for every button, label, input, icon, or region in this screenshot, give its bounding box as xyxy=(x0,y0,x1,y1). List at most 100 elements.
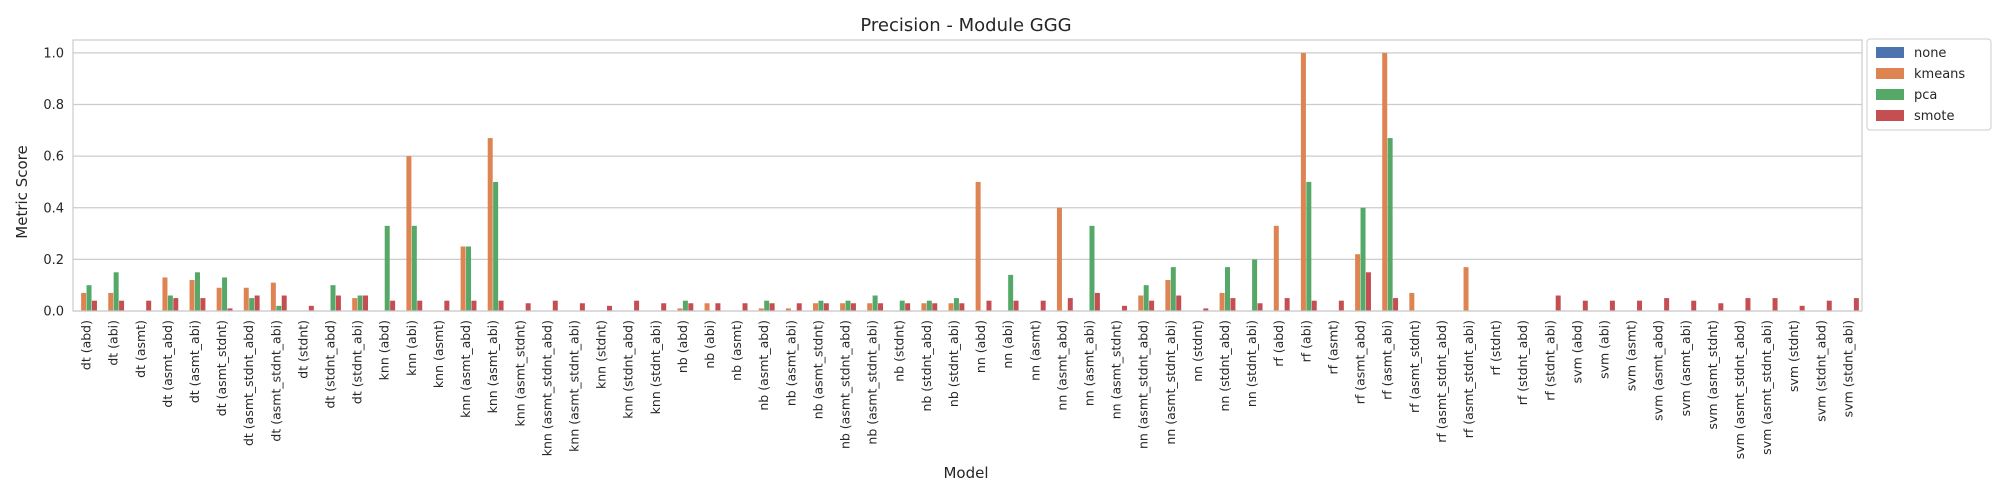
x-tick-label: nb (asmt_abi) xyxy=(783,320,798,406)
bar-pca xyxy=(276,305,282,311)
bar-smote xyxy=(878,303,884,311)
bar-smote xyxy=(688,303,694,311)
bar-smote xyxy=(281,295,287,311)
bar-pca xyxy=(1143,285,1149,311)
bar-smote xyxy=(1799,305,1805,311)
bar-kmeans xyxy=(406,156,412,311)
bar-pca xyxy=(953,298,959,311)
bar-kmeans xyxy=(921,303,927,311)
bar-smote xyxy=(1311,300,1317,311)
bar-kmeans xyxy=(270,282,276,311)
x-tick-label: nb (asmt) xyxy=(729,320,744,381)
x-tick-label: dt (asmt) xyxy=(133,320,148,378)
x-tick-label: svm (asmt_abi) xyxy=(1678,320,1693,416)
x-tick-label: nb (asmt_stdnt) xyxy=(810,320,825,419)
bar-smote xyxy=(1365,272,1371,311)
bar-kmeans xyxy=(487,138,493,311)
bar-smote xyxy=(796,303,802,311)
y-tick-label: 0.8 xyxy=(43,98,64,113)
bar-pca xyxy=(818,300,824,311)
legend-label-pca: pca xyxy=(1914,88,1937,103)
x-tick-label: nn (asmt_abd) xyxy=(1054,320,1069,411)
bar-kmeans xyxy=(189,280,195,311)
x-tick-label: nn (abd) xyxy=(973,320,988,373)
x-tick-label: nb (stdnt_abi) xyxy=(946,320,961,407)
bar-pca xyxy=(1170,267,1176,311)
bar-smote xyxy=(959,303,965,311)
x-tick-label: nb (asmt_stdnt_abd) xyxy=(838,320,853,449)
bar-smote xyxy=(606,305,612,311)
bar-kmeans xyxy=(108,292,114,311)
bar-kmeans xyxy=(677,308,683,311)
bar-pca xyxy=(330,285,336,311)
legend-frame xyxy=(1866,38,1992,131)
bar-kmeans xyxy=(704,303,710,311)
bar-pca xyxy=(1008,274,1014,311)
x-tick-label: rf (asmt_stdnt) xyxy=(1407,320,1422,413)
bar-pca xyxy=(682,300,688,311)
bar-kmeans xyxy=(840,303,846,311)
bar-pca xyxy=(249,298,255,311)
x-tick-label: nb (stdnt_abd) xyxy=(919,320,934,412)
x-tick-label: svm (stdnt_abd) xyxy=(1813,320,1828,422)
y-tick-label: 0.2 xyxy=(43,253,64,268)
x-tick-label: rf (asmt_stdnt_abi) xyxy=(1461,320,1476,438)
x-tick-label: nb (abd) xyxy=(675,320,690,373)
x-tick-label: dt (asmt_stdnt_abi) xyxy=(268,320,283,442)
x-tick-label: knn (asmt_abi) xyxy=(485,320,500,413)
bar-smote xyxy=(335,295,341,311)
bar-smote xyxy=(1826,300,1832,311)
bar-pca xyxy=(167,295,173,311)
bar-pca xyxy=(1225,267,1230,311)
bar-smote xyxy=(1555,295,1561,311)
bar-smote xyxy=(1772,298,1778,311)
x-tick-label: nb (asmt_abd) xyxy=(756,320,771,411)
bar-pca xyxy=(764,300,770,311)
bar-smote xyxy=(1067,298,1073,311)
bar-smote xyxy=(1230,298,1236,311)
y-axis-label: Metric Score xyxy=(13,145,31,238)
bar-smote xyxy=(1609,300,1615,311)
bar-kmeans xyxy=(1382,52,1388,312)
bar-smote xyxy=(661,303,667,311)
x-tick-label: knn (asmt) xyxy=(431,320,446,388)
bar-pca xyxy=(194,272,200,311)
legend-swatch-kmeans xyxy=(1876,68,1904,79)
legend-swatch-smote xyxy=(1876,110,1904,121)
bar-smote xyxy=(1284,298,1290,311)
x-tick-label: svm (stdnt) xyxy=(1786,320,1801,392)
bar-kmeans xyxy=(1165,280,1171,311)
bar-pca xyxy=(411,225,417,311)
bar-smote xyxy=(715,303,721,311)
x-tick-label: rf (asmt_abi) xyxy=(1380,320,1395,400)
bar-pca xyxy=(1306,181,1312,311)
x-tick-label: nn (asmt_stdnt_abd) xyxy=(1136,320,1151,449)
x-tick-label: rf (stdnt) xyxy=(1488,320,1503,375)
bar-pca xyxy=(899,300,905,311)
bar-smote xyxy=(1853,298,1859,311)
bar-smote xyxy=(1393,298,1399,311)
x-tick-label: nn (stdnt_abd) xyxy=(1217,320,1232,412)
bar-smote xyxy=(1745,298,1751,311)
bar-smote xyxy=(1257,303,1263,311)
x-tick-label: nn (asmt_stdnt_abi) xyxy=(1163,320,1178,445)
bar-pca xyxy=(926,300,932,311)
bar-pca xyxy=(1387,138,1393,311)
bar-smote xyxy=(986,300,992,311)
bar-pca xyxy=(357,295,363,311)
bar-kmeans xyxy=(867,303,873,311)
bar-smote xyxy=(1149,300,1155,311)
bar-smote xyxy=(417,300,423,311)
x-tick-label: knn (abi) xyxy=(404,320,419,376)
bar-smote xyxy=(1637,300,1643,311)
bar-kmeans xyxy=(1219,292,1225,311)
x-tick-label: nn (stdnt_abi) xyxy=(1244,320,1259,407)
x-tick-label: nn (asmt_abi) xyxy=(1081,320,1096,406)
bar-pca xyxy=(845,300,851,311)
bars xyxy=(81,52,1859,312)
x-tick-label: svm (asmt_stdnt_abi) xyxy=(1759,320,1774,455)
plot-frame xyxy=(72,39,1863,312)
bar-smote xyxy=(769,303,775,311)
bar-kmeans xyxy=(975,181,981,311)
x-tick-label: svm (abi) xyxy=(1596,320,1611,379)
